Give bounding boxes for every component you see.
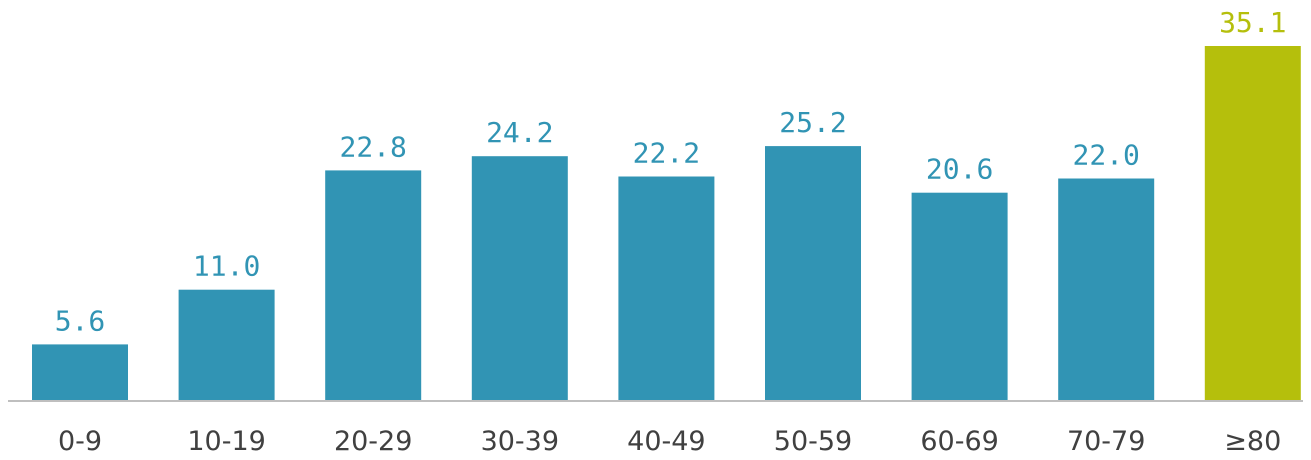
category-label-10-19: 10-19 [187,426,265,457]
bar-40-49 [618,176,715,401]
category-label-≥80: ≥80 [1224,426,1281,457]
category-label-30-39: 30-39 [481,426,559,457]
bar-30-39 [471,156,568,401]
value-label-50-59: 25.2 [779,106,846,139]
bar-50-59 [765,146,861,401]
value-labels-group: 5.6 11.0 22.8 24.2 22.2 25.2 20.6 22.0 35.1 [55,6,1287,337]
value-label-10-19: 11.0 [193,250,260,283]
category-label-70-79: 70-79 [1067,426,1145,457]
category-label-20-29: 20-29 [334,426,412,457]
bar-70-79 [1058,178,1155,401]
bar-10-19 [178,289,275,401]
category-label-60-69: 60-69 [920,426,998,457]
value-label-60-69: 20.6 [926,153,993,186]
category-label-50-59: 50-59 [774,426,852,457]
category-labels-group: 0-9 10-19 20-29 30-39 40-49 50-59 60-69 70-79 ≥8… [58,426,1281,457]
value-label-30-39: 24.2 [486,116,553,149]
bar-60-69 [911,192,1008,401]
category-label-40-49: 40-49 [627,426,705,457]
value-label-70-79: 22.0 [1072,139,1139,172]
category-label-0-9: 0-9 [58,426,102,457]
value-label-0-9: 5.6 [55,304,106,337]
bars-group [32,46,1301,401]
bar-≥80 [1204,46,1301,401]
value-label-20-29: 22.8 [339,130,406,163]
bar-0-9 [32,344,128,401]
bar-20-29 [325,170,422,401]
value-label-40-49: 22.2 [633,137,700,170]
value-label-≥80: 35.1 [1219,6,1286,39]
